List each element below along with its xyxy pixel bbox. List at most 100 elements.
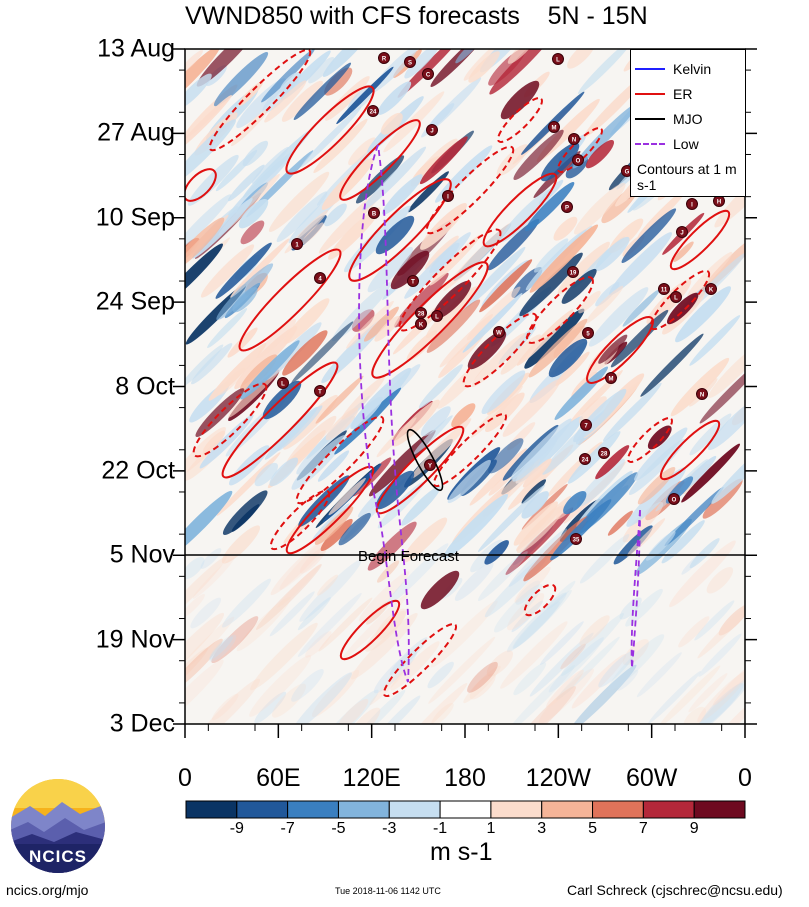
wind-anomaly-patch: [420, 203, 467, 250]
wind-anomaly-patch: [185, 557, 205, 580]
storm-markers: R S C 24 J B I 1 4 T 28 L K W L T Y L M N O G P I H J 19 11 L K 5 7 M N 24…: [277, 52, 725, 545]
wind-anomaly-patch: [328, 478, 366, 516]
storm-marker-label: I: [691, 203, 693, 209]
wind-anomaly-patch: [598, 334, 628, 364]
axis-ticks: [173, 48, 757, 738]
wind-anomaly-patch: [240, 220, 265, 245]
wind-anomaly-patch: [489, 49, 557, 95]
colorbar-tick-label: 7: [638, 820, 648, 837]
wind-anomaly-patch: [192, 557, 235, 599]
wind-anomaly-patch: [467, 661, 498, 693]
storm-marker: L: [670, 291, 682, 303]
er-contour: [339, 599, 401, 661]
storm-marker: 1: [291, 238, 303, 250]
storm-marker: O: [668, 493, 680, 505]
wind-anomaly-patch: [647, 425, 672, 450]
y-tick-label: 5 Nov: [109, 540, 175, 569]
storm-marker: 24: [367, 105, 379, 117]
storm-marker-label: 11: [661, 288, 668, 294]
wind-anomaly-patch: [578, 290, 601, 314]
wind-anomaly-patch: [546, 580, 576, 610]
wind-anomaly-patch: [382, 174, 423, 215]
colorbar-bin: [592, 800, 644, 819]
wind-anomaly-patch: [185, 243, 223, 308]
wind-anomaly-patch: [367, 246, 413, 293]
logo-text: NCICS: [29, 847, 87, 866]
wind-anomaly-patch: [488, 438, 524, 474]
wind-anomaly-patch: [578, 396, 607, 425]
wind-anomaly-patch: [185, 344, 224, 388]
storm-marker: 19: [567, 266, 579, 278]
colorbar-bin: [236, 800, 289, 819]
wind-anomaly-patch: [222, 578, 271, 628]
wind-anomaly-patch: [313, 118, 368, 174]
storm-marker-circle: [580, 419, 592, 431]
storm-marker-label: W: [496, 331, 502, 337]
storm-marker-label: J: [680, 231, 683, 237]
wind-anomaly-patch: [486, 650, 514, 677]
wind-anomaly-patch: [572, 102, 639, 169]
wind-anomaly-patch: [634, 427, 688, 481]
wind-anomaly-patch: [658, 665, 721, 724]
storm-marker-circle: [368, 207, 380, 219]
wind-anomaly-patch: [514, 566, 551, 603]
wind-anomaly-patch: [190, 597, 222, 629]
er-contour: [295, 415, 385, 505]
storm-marker-circle: [442, 190, 454, 202]
storm-marker: J: [676, 226, 688, 238]
storm-marker: M: [548, 121, 560, 133]
wind-anomaly-patch: [383, 91, 445, 153]
storm-marker-label: I: [447, 195, 449, 201]
storm-marker-label: L: [674, 296, 678, 302]
wind-anomaly-patch: [519, 686, 576, 724]
storm-marker-circle: [407, 275, 419, 287]
storm-marker: L: [277, 377, 289, 389]
wind-anomaly-patch: [648, 671, 701, 724]
y-tick-label: 10 Sep: [95, 203, 175, 232]
storm-marker: O: [572, 154, 584, 166]
wind-anomaly-patch: [585, 285, 624, 324]
storm-marker-label: 7: [584, 424, 588, 430]
wind-anomaly-patch: [390, 641, 440, 691]
storm-marker-label: Y: [428, 464, 432, 470]
er-contour: [669, 209, 731, 271]
wind-anomaly-patch: [610, 309, 669, 368]
storm-marker-label: K: [709, 288, 714, 294]
wind-anomaly-patch: [576, 458, 626, 507]
wind-anomaly-patch: [525, 182, 575, 232]
wind-anomaly-patch: [404, 49, 439, 79]
wind-anomaly-patch: [324, 203, 347, 227]
storm-marker: 7: [580, 419, 592, 431]
storm-marker-circle: [431, 310, 443, 322]
legend-label: MJO: [673, 111, 703, 127]
storm-marker-circle: [404, 56, 416, 68]
wind-anomaly-patch: [238, 198, 269, 229]
storm-marker-label: 19: [570, 271, 577, 277]
er-contour: [398, 228, 502, 332]
wind-anomaly-patch: [529, 224, 599, 293]
wind-anomaly-patch: [420, 406, 451, 437]
wind-anomaly-patch: [546, 669, 584, 708]
storm-marker-circle: [561, 201, 573, 213]
colorbar-tick-label: 3: [537, 820, 547, 837]
legend-swatch: [635, 118, 665, 120]
storm-marker: 4: [314, 272, 326, 284]
wind-anomaly-core: [390, 250, 430, 290]
wind-anomaly-patch: [191, 343, 233, 385]
wind-anomaly-patch: [561, 268, 597, 304]
wind-anomaly-patch: [392, 399, 440, 447]
er-contour: [627, 417, 673, 463]
er-contour: [285, 85, 375, 175]
wind-anomaly-patch: [513, 662, 547, 696]
storm-marker-circle: [422, 68, 434, 80]
storm-marker: K: [705, 283, 717, 295]
storm-marker-circle: [277, 377, 289, 389]
storm-marker-label: 1: [295, 243, 299, 249]
wind-anomaly-patch: [185, 638, 223, 692]
storm-marker-label: S: [408, 61, 412, 67]
wind-anomaly-patch: [311, 669, 360, 718]
wind-anomaly-patch: [507, 593, 545, 631]
wind-anomaly-patch: [402, 517, 448, 563]
wind-anomaly-patch: [528, 318, 588, 378]
wind-anomaly-patch: [271, 683, 307, 718]
